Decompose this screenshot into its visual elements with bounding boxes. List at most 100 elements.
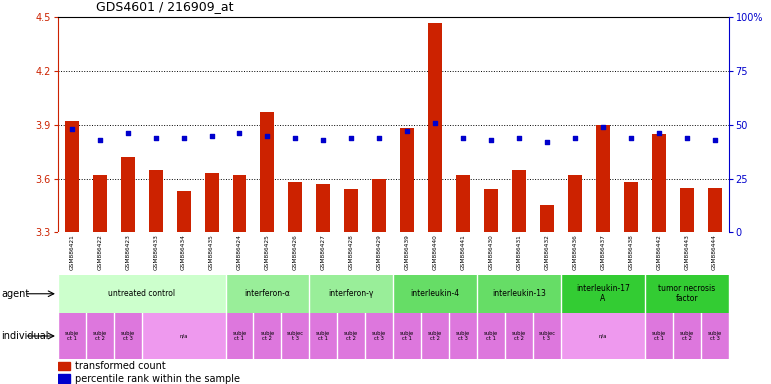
Point [150, 135, 162, 141]
Bar [645, 275, 729, 313]
Bar [177, 191, 190, 232]
Text: n/a: n/a [180, 333, 188, 339]
Text: GSM886439: GSM886439 [405, 234, 409, 270]
Bar [512, 170, 526, 232]
Point [373, 135, 386, 141]
Bar [596, 125, 610, 232]
Bar [65, 121, 79, 232]
Bar [225, 313, 254, 359]
Text: GSM886429: GSM886429 [377, 234, 382, 270]
Text: subjec
t 3: subjec t 3 [287, 331, 304, 341]
Text: subje
ct 1: subje ct 1 [65, 331, 79, 341]
Bar [708, 187, 722, 232]
Text: subje
ct 2: subje ct 2 [261, 331, 274, 341]
Bar [309, 275, 393, 313]
Bar [233, 175, 247, 232]
Bar [624, 182, 638, 232]
Bar [561, 275, 645, 313]
Bar [505, 313, 533, 359]
Text: GSM886443: GSM886443 [684, 234, 689, 270]
Bar [337, 313, 365, 359]
Text: GSM886440: GSM886440 [433, 234, 438, 270]
Bar [449, 313, 477, 359]
Bar [561, 313, 645, 359]
Point [652, 130, 665, 136]
Point [205, 132, 217, 139]
Text: GSM886423: GSM886423 [125, 234, 130, 270]
Bar [58, 374, 70, 383]
Bar [204, 173, 218, 232]
Text: subje
ct 2: subje ct 2 [93, 331, 107, 341]
Bar [316, 184, 330, 232]
Bar [113, 313, 142, 359]
Text: subjec
t 3: subjec t 3 [538, 331, 555, 341]
Point [345, 135, 358, 141]
Text: subje
ct 2: subje ct 2 [679, 331, 694, 341]
Text: GSM886427: GSM886427 [321, 234, 326, 270]
Bar [701, 313, 729, 359]
Text: subje
ct 1: subje ct 1 [651, 331, 666, 341]
Bar [645, 313, 672, 359]
Bar [680, 187, 694, 232]
Point [513, 135, 525, 141]
Bar [477, 275, 561, 313]
Bar [121, 157, 135, 232]
Bar [456, 175, 470, 232]
Text: GSM886432: GSM886432 [544, 234, 550, 270]
Point [401, 128, 413, 134]
Text: GSM886433: GSM886433 [153, 234, 158, 270]
Text: GSM886435: GSM886435 [209, 234, 214, 270]
Bar [309, 313, 337, 359]
Text: tumor necrosis
factor: tumor necrosis factor [658, 284, 715, 303]
Bar [142, 313, 225, 359]
Bar [393, 313, 421, 359]
Text: n/a: n/a [598, 333, 607, 339]
Text: GSM886422: GSM886422 [97, 234, 103, 270]
Bar [484, 189, 498, 232]
Bar [345, 189, 359, 232]
Text: GSM886434: GSM886434 [181, 234, 186, 270]
Text: subje
ct 3: subje ct 3 [456, 331, 470, 341]
Text: GSM886430: GSM886430 [489, 234, 493, 270]
Point [485, 137, 497, 143]
Text: GSM886437: GSM886437 [601, 234, 605, 270]
Bar [428, 23, 442, 232]
Point [681, 135, 693, 141]
Text: interleukin-4: interleukin-4 [411, 289, 460, 298]
Bar [400, 128, 414, 232]
Point [597, 124, 609, 130]
Bar [533, 313, 561, 359]
Text: GSM886441: GSM886441 [460, 234, 466, 270]
Bar [568, 175, 582, 232]
Point [317, 137, 329, 143]
Point [177, 135, 190, 141]
Bar [254, 313, 281, 359]
Text: interferon-α: interferon-α [244, 289, 291, 298]
Text: GSM886426: GSM886426 [293, 234, 298, 270]
Point [289, 135, 301, 141]
Text: GSM886436: GSM886436 [572, 234, 577, 270]
Bar [149, 170, 163, 232]
Bar [225, 275, 309, 313]
Bar [58, 275, 225, 313]
Bar [288, 182, 302, 232]
Point [122, 130, 134, 136]
Point [93, 137, 106, 143]
Bar [421, 313, 449, 359]
Text: GSM886424: GSM886424 [237, 234, 242, 270]
Text: GSM886431: GSM886431 [517, 234, 521, 270]
Point [429, 119, 441, 126]
Text: percentile rank within the sample: percentile rank within the sample [75, 374, 240, 384]
Bar [281, 313, 309, 359]
Bar [86, 313, 113, 359]
Point [569, 135, 581, 141]
Text: subje
ct 3: subje ct 3 [708, 331, 722, 341]
Text: subje
ct 2: subje ct 2 [428, 331, 443, 341]
Text: subje
ct 1: subje ct 1 [232, 331, 247, 341]
Text: subje
ct 1: subje ct 1 [316, 331, 331, 341]
Text: subje
ct 3: subje ct 3 [120, 331, 135, 341]
Text: untreated control: untreated control [108, 289, 175, 298]
Text: transformed count: transformed count [75, 361, 165, 371]
Text: subje
ct 2: subje ct 2 [512, 331, 526, 341]
Point [234, 130, 246, 136]
